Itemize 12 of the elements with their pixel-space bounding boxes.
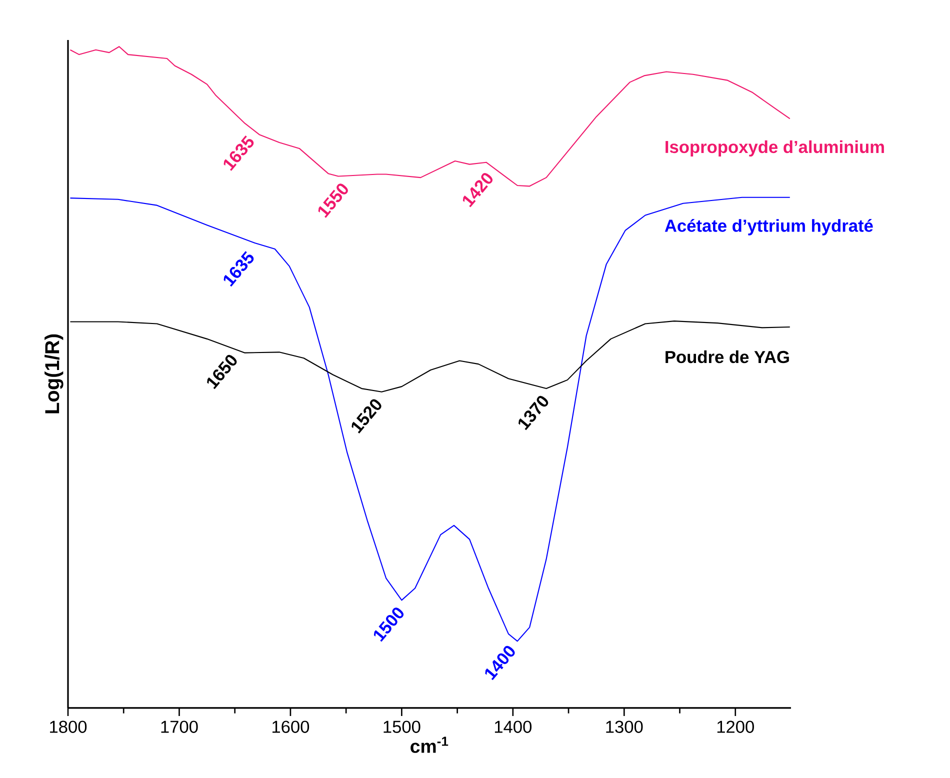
- series-label: Isopropoxyde d’aluminium: [666, 140, 884, 157]
- y-axis-title: Log(1/R): [44, 334, 64, 414]
- series-label: Poudre de YAG: [666, 350, 789, 364]
- x-tick-label: 1500: [384, 720, 420, 733]
- series-label: Acétate d’yttrium hydraté: [664, 219, 873, 236]
- x-tick-label: 1600: [272, 720, 310, 733]
- x-tick-label: 1300: [606, 720, 643, 733]
- x-tick-label: 1800: [50, 720, 87, 733]
- x-tick-label: 1700: [161, 720, 198, 733]
- x-axis-title: cm$^{-1}$: [410, 736, 448, 753]
- x-tick-label: 1400: [494, 720, 532, 733]
- x-tick-label: 1200: [717, 720, 754, 733]
